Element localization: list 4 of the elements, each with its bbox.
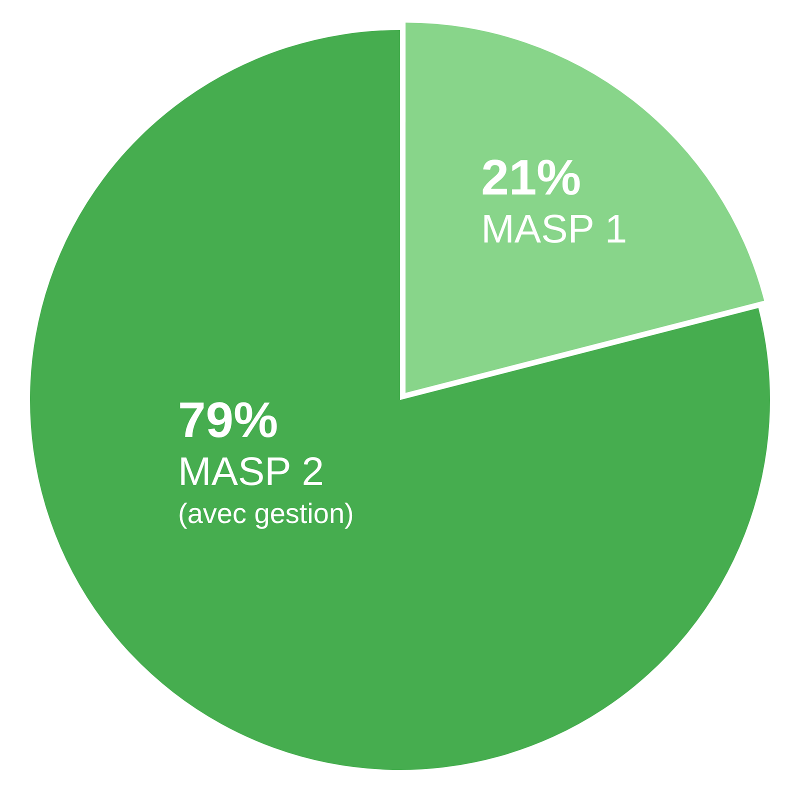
slice-label: MASP 2 (avec gestion) [178, 450, 354, 529]
slice-label: MASP 1 [481, 208, 628, 252]
data-label: 21% [481, 150, 582, 206]
data-label: 79% [178, 392, 278, 448]
